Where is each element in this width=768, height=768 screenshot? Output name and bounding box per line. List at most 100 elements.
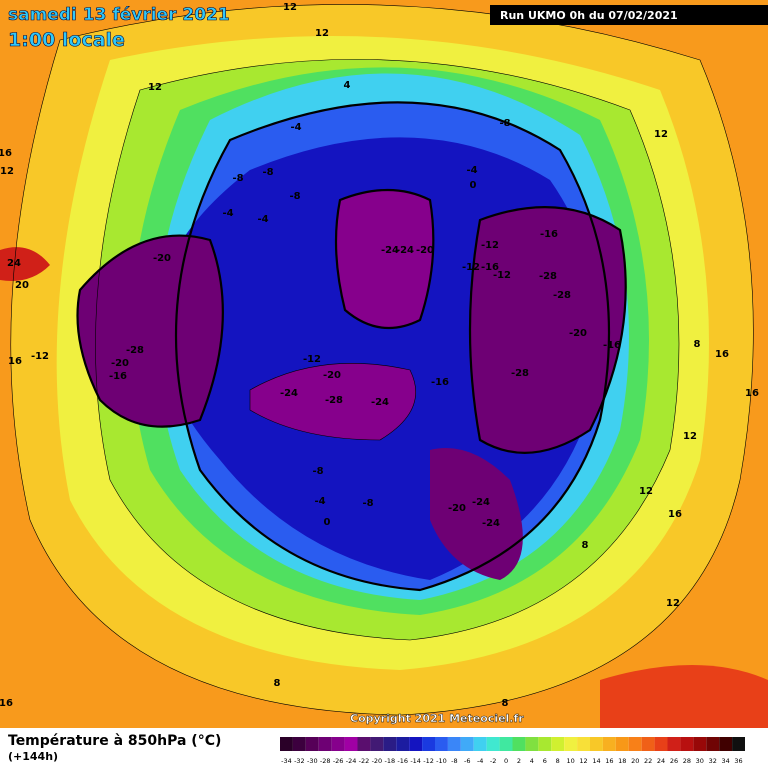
contour-label: -16 <box>540 229 558 240</box>
contour-label: 12 <box>654 129 668 140</box>
colorbar-label: 8 <box>556 757 560 765</box>
colorbar-label: 26 <box>670 757 678 765</box>
contour-label: -4 <box>257 214 268 225</box>
colorbar-swatch <box>538 737 552 751</box>
colorbar-label: 32 <box>709 757 717 765</box>
contour-label: 8 <box>694 339 701 350</box>
contour-label: -8 <box>362 498 373 509</box>
colorbar-label: 22 <box>644 757 652 765</box>
contour-label: -16 <box>481 262 499 273</box>
contour-label: -20 <box>323 370 341 381</box>
contour-label: 20 <box>15 280 29 291</box>
contour-label: -20 <box>448 503 466 514</box>
contour-label: 4 <box>344 80 351 91</box>
contour-labels: 1212412161212-8-4-8-8-8-4-4-402420-20-24… <box>0 2 759 709</box>
contour-label: 12 <box>148 82 162 93</box>
colorbar-label: -34 <box>281 757 292 765</box>
colorbar-swatch <box>706 737 720 751</box>
colorbar-label: 34 <box>721 757 729 765</box>
contour-label: -16 <box>431 377 449 388</box>
colorbar-swatch <box>435 737 448 751</box>
colorbar-swatch <box>318 737 332 751</box>
contour-label: 0 <box>470 180 477 191</box>
colorbar-swatch <box>564 737 578 751</box>
colorbar-swatch <box>551 737 565 751</box>
colorbar-label: 4 <box>530 757 534 765</box>
colorbar-label: 10 <box>566 757 574 765</box>
contour-label: -8 <box>289 191 300 202</box>
colorbar-swatch <box>628 737 642 751</box>
colorbar-label: -8 <box>451 757 457 765</box>
colorbar-swatch <box>667 737 681 751</box>
colorbar-label: -14 <box>410 757 421 765</box>
colorbar-swatch <box>447 737 461 751</box>
colorbar-label: 20 <box>631 757 639 765</box>
colorbar-label: 16 <box>605 757 613 765</box>
contour-label: -4 <box>222 208 233 219</box>
colorbar-swatch <box>499 737 513 751</box>
colorbar-label: 2 <box>517 757 521 765</box>
colorbar-swatch <box>396 737 410 751</box>
colorbar-swatch <box>654 737 668 751</box>
colorbar-swatch <box>602 737 616 751</box>
contour-label: -20 <box>416 245 434 256</box>
colorbar-label: 6 <box>543 757 547 765</box>
colorbar-label: -16 <box>397 757 408 765</box>
colorbar-label: 36 <box>734 757 742 765</box>
colorbar-swatch <box>460 737 474 751</box>
contour-label: 8 <box>502 698 509 709</box>
contour-label: -12 <box>462 262 480 273</box>
colorbar-label: 24 <box>657 757 665 765</box>
contour-label: -28 <box>511 368 529 379</box>
colorbar: -34 -32 -30 -28 -26 -24 -22 -20 -18 -16 -14 -12 -10-… <box>280 737 745 765</box>
contour-label: 12 <box>283 2 297 13</box>
contour-label: -16 <box>603 340 621 351</box>
map-background <box>0 0 768 728</box>
contour-label: -12 <box>493 270 511 281</box>
contour-label: -4 <box>290 122 301 133</box>
colorbar-swatch <box>615 737 629 751</box>
contour-label: 12 <box>0 166 14 177</box>
contour-label: -24 <box>472 497 490 508</box>
colorbar-swatch <box>680 737 694 751</box>
contour-label: -24 <box>396 245 414 256</box>
contour-label: -8 <box>232 173 243 184</box>
colorbar-label: 12 <box>579 757 587 765</box>
contour-label: -16 <box>109 371 127 382</box>
contour-label: -20 <box>569 328 587 339</box>
run-info: Run UKMO 0h du 07/02/2021 <box>500 9 678 22</box>
contour-label: 8 <box>274 678 281 689</box>
contour-label: -4 <box>466 165 477 176</box>
colorbar-swatch <box>486 737 500 751</box>
contour-label: -28 <box>539 271 557 282</box>
colorbar-swatch <box>473 737 487 751</box>
contour-label: -20 <box>153 253 171 264</box>
colorbar-swatch <box>331 737 345 751</box>
contour-label: -12 <box>481 240 499 251</box>
colorbar-swatch <box>305 737 319 751</box>
contour-label: -24 <box>371 397 389 408</box>
colorbar-label: 18 <box>618 757 626 765</box>
colorbar-swatch <box>525 737 539 751</box>
contour-label: 8 <box>582 540 589 551</box>
colorbar-label: -12 <box>423 757 434 765</box>
colorbar-label: -30 <box>307 757 318 765</box>
contour-label: -28 <box>553 290 571 301</box>
contour-label: 12 <box>639 486 653 497</box>
colorbar-label: -26 <box>333 757 344 765</box>
colorbar-label: -4 <box>477 757 483 765</box>
colorbar-label: -2 <box>490 757 496 765</box>
colorbar-swatch <box>292 737 306 751</box>
colorbar-swatch <box>409 737 423 751</box>
copyright: Copyright 2021 Meteociel.fr <box>350 712 524 725</box>
contour-label: -12 <box>31 351 49 362</box>
contour-label: -24 <box>280 388 298 399</box>
contour-label: 24 <box>7 258 21 269</box>
contour-label: 0 <box>324 517 331 528</box>
colorbar-label: -18 <box>384 757 395 765</box>
contour-label: -12 <box>303 354 321 365</box>
colorbar-label: -24 <box>346 757 357 765</box>
legend-title: Température à 850hPa (°C) <box>8 733 221 749</box>
contour-label: -4 <box>314 496 325 507</box>
